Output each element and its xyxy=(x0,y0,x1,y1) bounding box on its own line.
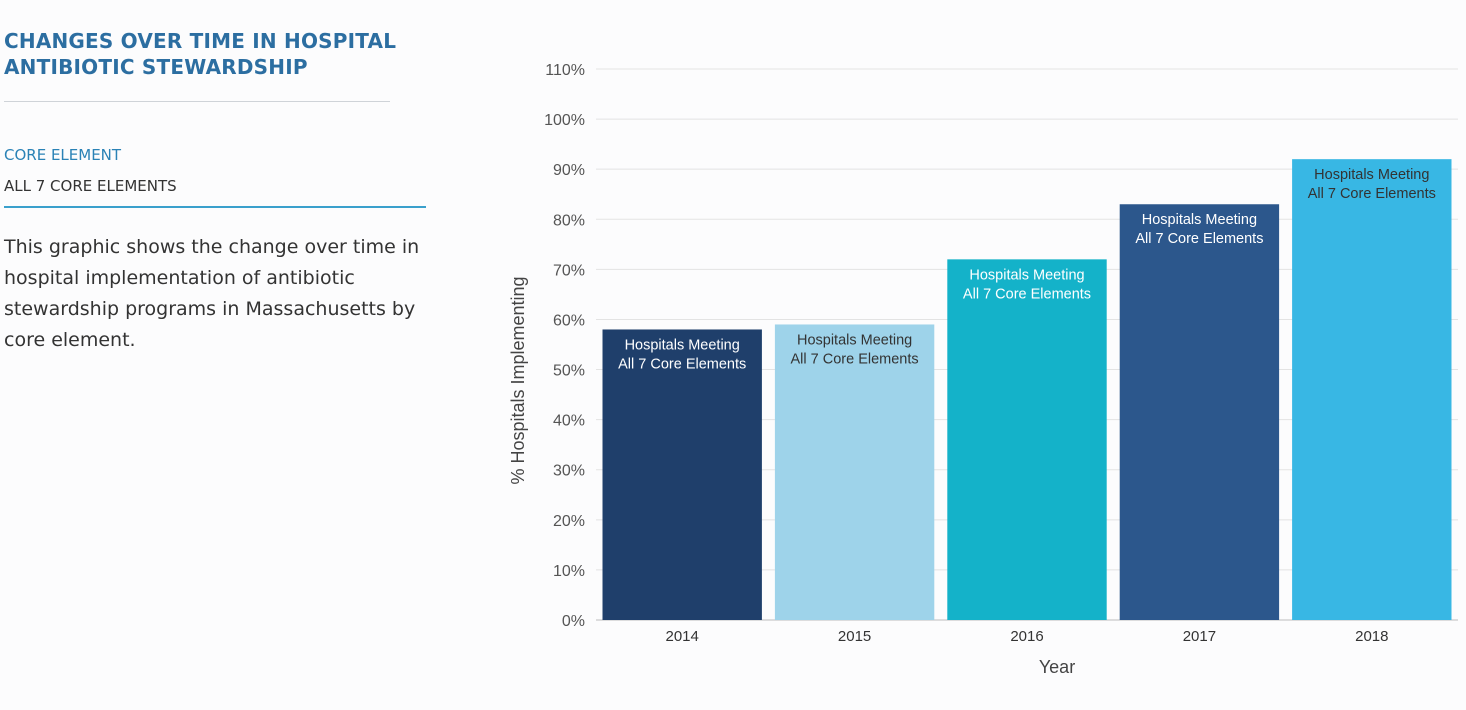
y-tick-label: 0% xyxy=(562,613,585,630)
bar[interactable] xyxy=(602,329,762,620)
y-axis-title: % Hospitals Implementing xyxy=(508,276,528,484)
y-tick-label: 100% xyxy=(544,112,585,129)
y-tick-label: 90% xyxy=(553,162,585,179)
x-tick-label: 2016 xyxy=(1010,628,1043,645)
y-tick-label: 80% xyxy=(553,212,585,229)
page-title-line-2: ANTIBIOTIC STEWARDSHIP xyxy=(4,55,308,79)
title-divider xyxy=(4,101,390,102)
bar[interactable] xyxy=(1292,159,1452,620)
page-title: CHANGES OVER TIME IN HOSPITAL ANTIBIOTIC… xyxy=(4,28,429,80)
bar-label: All 7 Core Elements xyxy=(618,356,746,372)
bar-label: All 7 Core Elements xyxy=(963,286,1091,302)
x-tick-label: 2014 xyxy=(666,628,699,645)
y-tick-label: 10% xyxy=(553,563,585,580)
bar-label: Hospitals Meeting xyxy=(797,332,912,348)
bar-label: Hospitals Meeting xyxy=(969,267,1084,283)
y-tick-label: 40% xyxy=(553,413,585,430)
y-tick-label: 50% xyxy=(553,363,585,380)
y-tick-label: 30% xyxy=(553,463,585,480)
x-tick-label: 2018 xyxy=(1355,628,1388,645)
y-tick-label: 110% xyxy=(545,62,585,79)
y-tick-label: 70% xyxy=(553,262,585,279)
core-element-label: CORE ELEMENT xyxy=(4,146,122,164)
left-panel: CHANGES OVER TIME IN HOSPITAL ANTIBIOTIC… xyxy=(4,28,429,351)
filter-divider xyxy=(4,206,426,208)
bar-label: Hospitals Meeting xyxy=(625,337,740,353)
x-tick-label: 2017 xyxy=(1183,628,1216,645)
bar-label: All 7 Core Elements xyxy=(1135,231,1263,247)
bar[interactable] xyxy=(947,259,1107,620)
bar-chart: 0% 10% 20% 30% 40% 50% 60% 70% 80% 90% 100% 110% Hos… xyxy=(508,62,1458,677)
bar-label: Hospitals Meeting xyxy=(1314,167,1429,183)
page-title-line-1: CHANGES OVER TIME IN HOSPITAL xyxy=(4,29,397,53)
y-tick-label: 20% xyxy=(553,513,585,530)
x-tick-label: 2015 xyxy=(838,628,871,645)
y-tick-label: 60% xyxy=(553,312,585,329)
x-axis-title: Year xyxy=(1039,657,1075,677)
bar[interactable] xyxy=(1119,204,1280,620)
bar-label: All 7 Core Elements xyxy=(791,351,919,367)
core-element-selector[interactable]: ALL 7 CORE ELEMENTS xyxy=(4,177,177,195)
bar[interactable] xyxy=(774,324,935,620)
bar-label: Hospitals Meeting xyxy=(1142,212,1257,228)
bar-label: All 7 Core Elements xyxy=(1308,186,1436,202)
description-text: This graphic shows the change over time … xyxy=(4,236,420,351)
chart-area: 0% 10% 20% 30% 40% 50% 60% 70% 80% 90% 100% 110% Hos… xyxy=(490,40,1466,700)
